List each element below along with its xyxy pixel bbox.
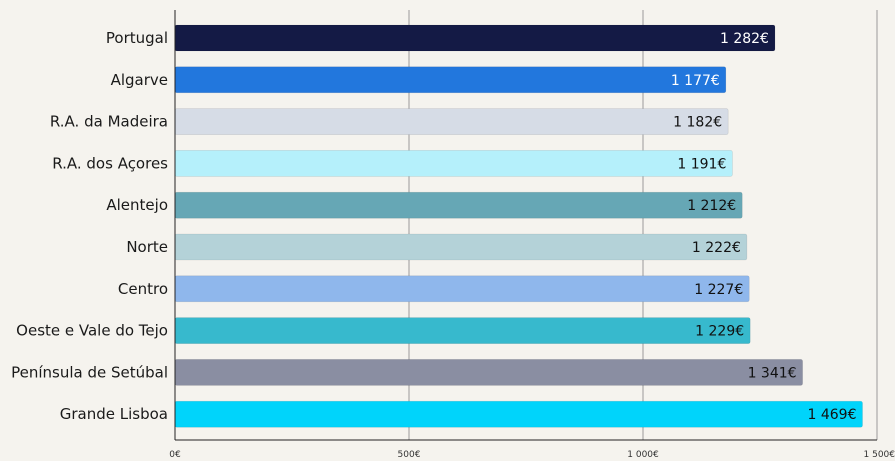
value-label: 1 282€ [720,31,769,47]
value-label: 1 341€ [748,365,797,381]
value-label: 1 222€ [692,240,741,256]
value-label: 1 469€ [807,407,856,423]
bar [174,275,750,303]
category-label: Portugal [106,29,168,47]
value-label: 1 227€ [694,282,743,298]
category-label: R.A. dos Açores [52,154,168,172]
bar [174,359,803,386]
x-tick-label: 1 000€ [627,450,659,460]
category-label: Oeste e Vale do Tejo [16,322,168,340]
category-label: Alentejo [106,196,168,214]
bar [174,400,863,428]
category-label: Península de Setúbal [11,363,168,381]
bars: 1 282€ 1 177€ 1 182€ 1 191€ 1 212€ 1 222€ 1 22… [174,24,863,428]
category-label: R.A. da Madeira [50,113,168,131]
bar [174,191,743,219]
x-tick-label: 500€ [398,450,421,460]
bar [174,317,751,344]
x-tick-label: 1 500€ [864,450,895,460]
value-label: 1 182€ [673,115,722,131]
value-label: 1 229€ [695,324,744,340]
category-label: Norte [126,238,168,256]
bar [174,150,733,177]
bar [174,108,729,135]
x-tick-label: 0€ [169,450,181,460]
value-label: 1 191€ [677,156,726,172]
bar [174,24,776,52]
category-label: Grande Lisboa [60,405,168,423]
bar [174,66,727,94]
category-label: Centro [118,280,168,298]
value-label: 1 177€ [671,73,720,89]
value-label: 1 212€ [687,198,736,214]
category-label: Algarve [111,71,168,89]
bar [174,233,748,261]
axes: Portugal Algarve R.A. da Madeira R.A. dos A… [11,10,895,460]
